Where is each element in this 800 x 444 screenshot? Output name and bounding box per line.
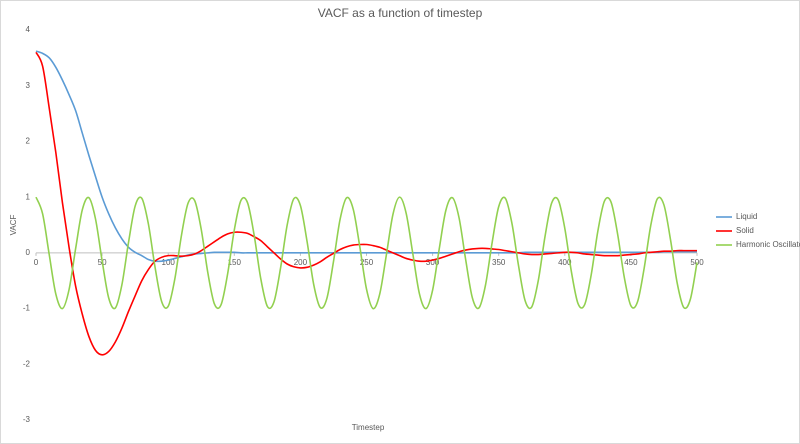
y-tick-label: -1: [23, 304, 31, 313]
y-tick-label: -3: [23, 415, 31, 424]
series-line: [35, 51, 697, 356]
legend: Liquid Solid Harmonic Oscillator: [716, 212, 800, 249]
x-tick-label: 450: [624, 258, 638, 267]
legend-label: Solid: [736, 226, 754, 235]
y-tick-label: 3: [26, 81, 31, 90]
y-tick-label: 0: [26, 248, 31, 257]
y-tick-label: 2: [26, 137, 31, 146]
y-tick-label: -2: [23, 359, 31, 368]
x-tick-label: 400: [558, 258, 572, 267]
x-tick-label: 350: [492, 258, 506, 267]
y-axis-label: VACF: [9, 215, 18, 236]
series-line: [35, 50, 697, 263]
x-axis-label: Timestep: [352, 423, 385, 432]
x-tick-label: 0: [34, 258, 39, 267]
series-line: [35, 196, 698, 310]
legend-label: Harmonic Oscillator: [736, 240, 800, 249]
y-tick-label: 4: [26, 25, 31, 34]
x-tick-label: 300: [426, 258, 440, 267]
x-tick-label: 100: [162, 258, 176, 267]
legend-label: Liquid: [736, 212, 757, 221]
y-tick-label: 1: [26, 192, 31, 201]
x-tick-label: 150: [228, 258, 242, 267]
x-tick-label: 200: [294, 258, 308, 267]
x-tick-label: 250: [360, 258, 374, 267]
chart-title: VACF as a function of timestep: [318, 6, 483, 20]
